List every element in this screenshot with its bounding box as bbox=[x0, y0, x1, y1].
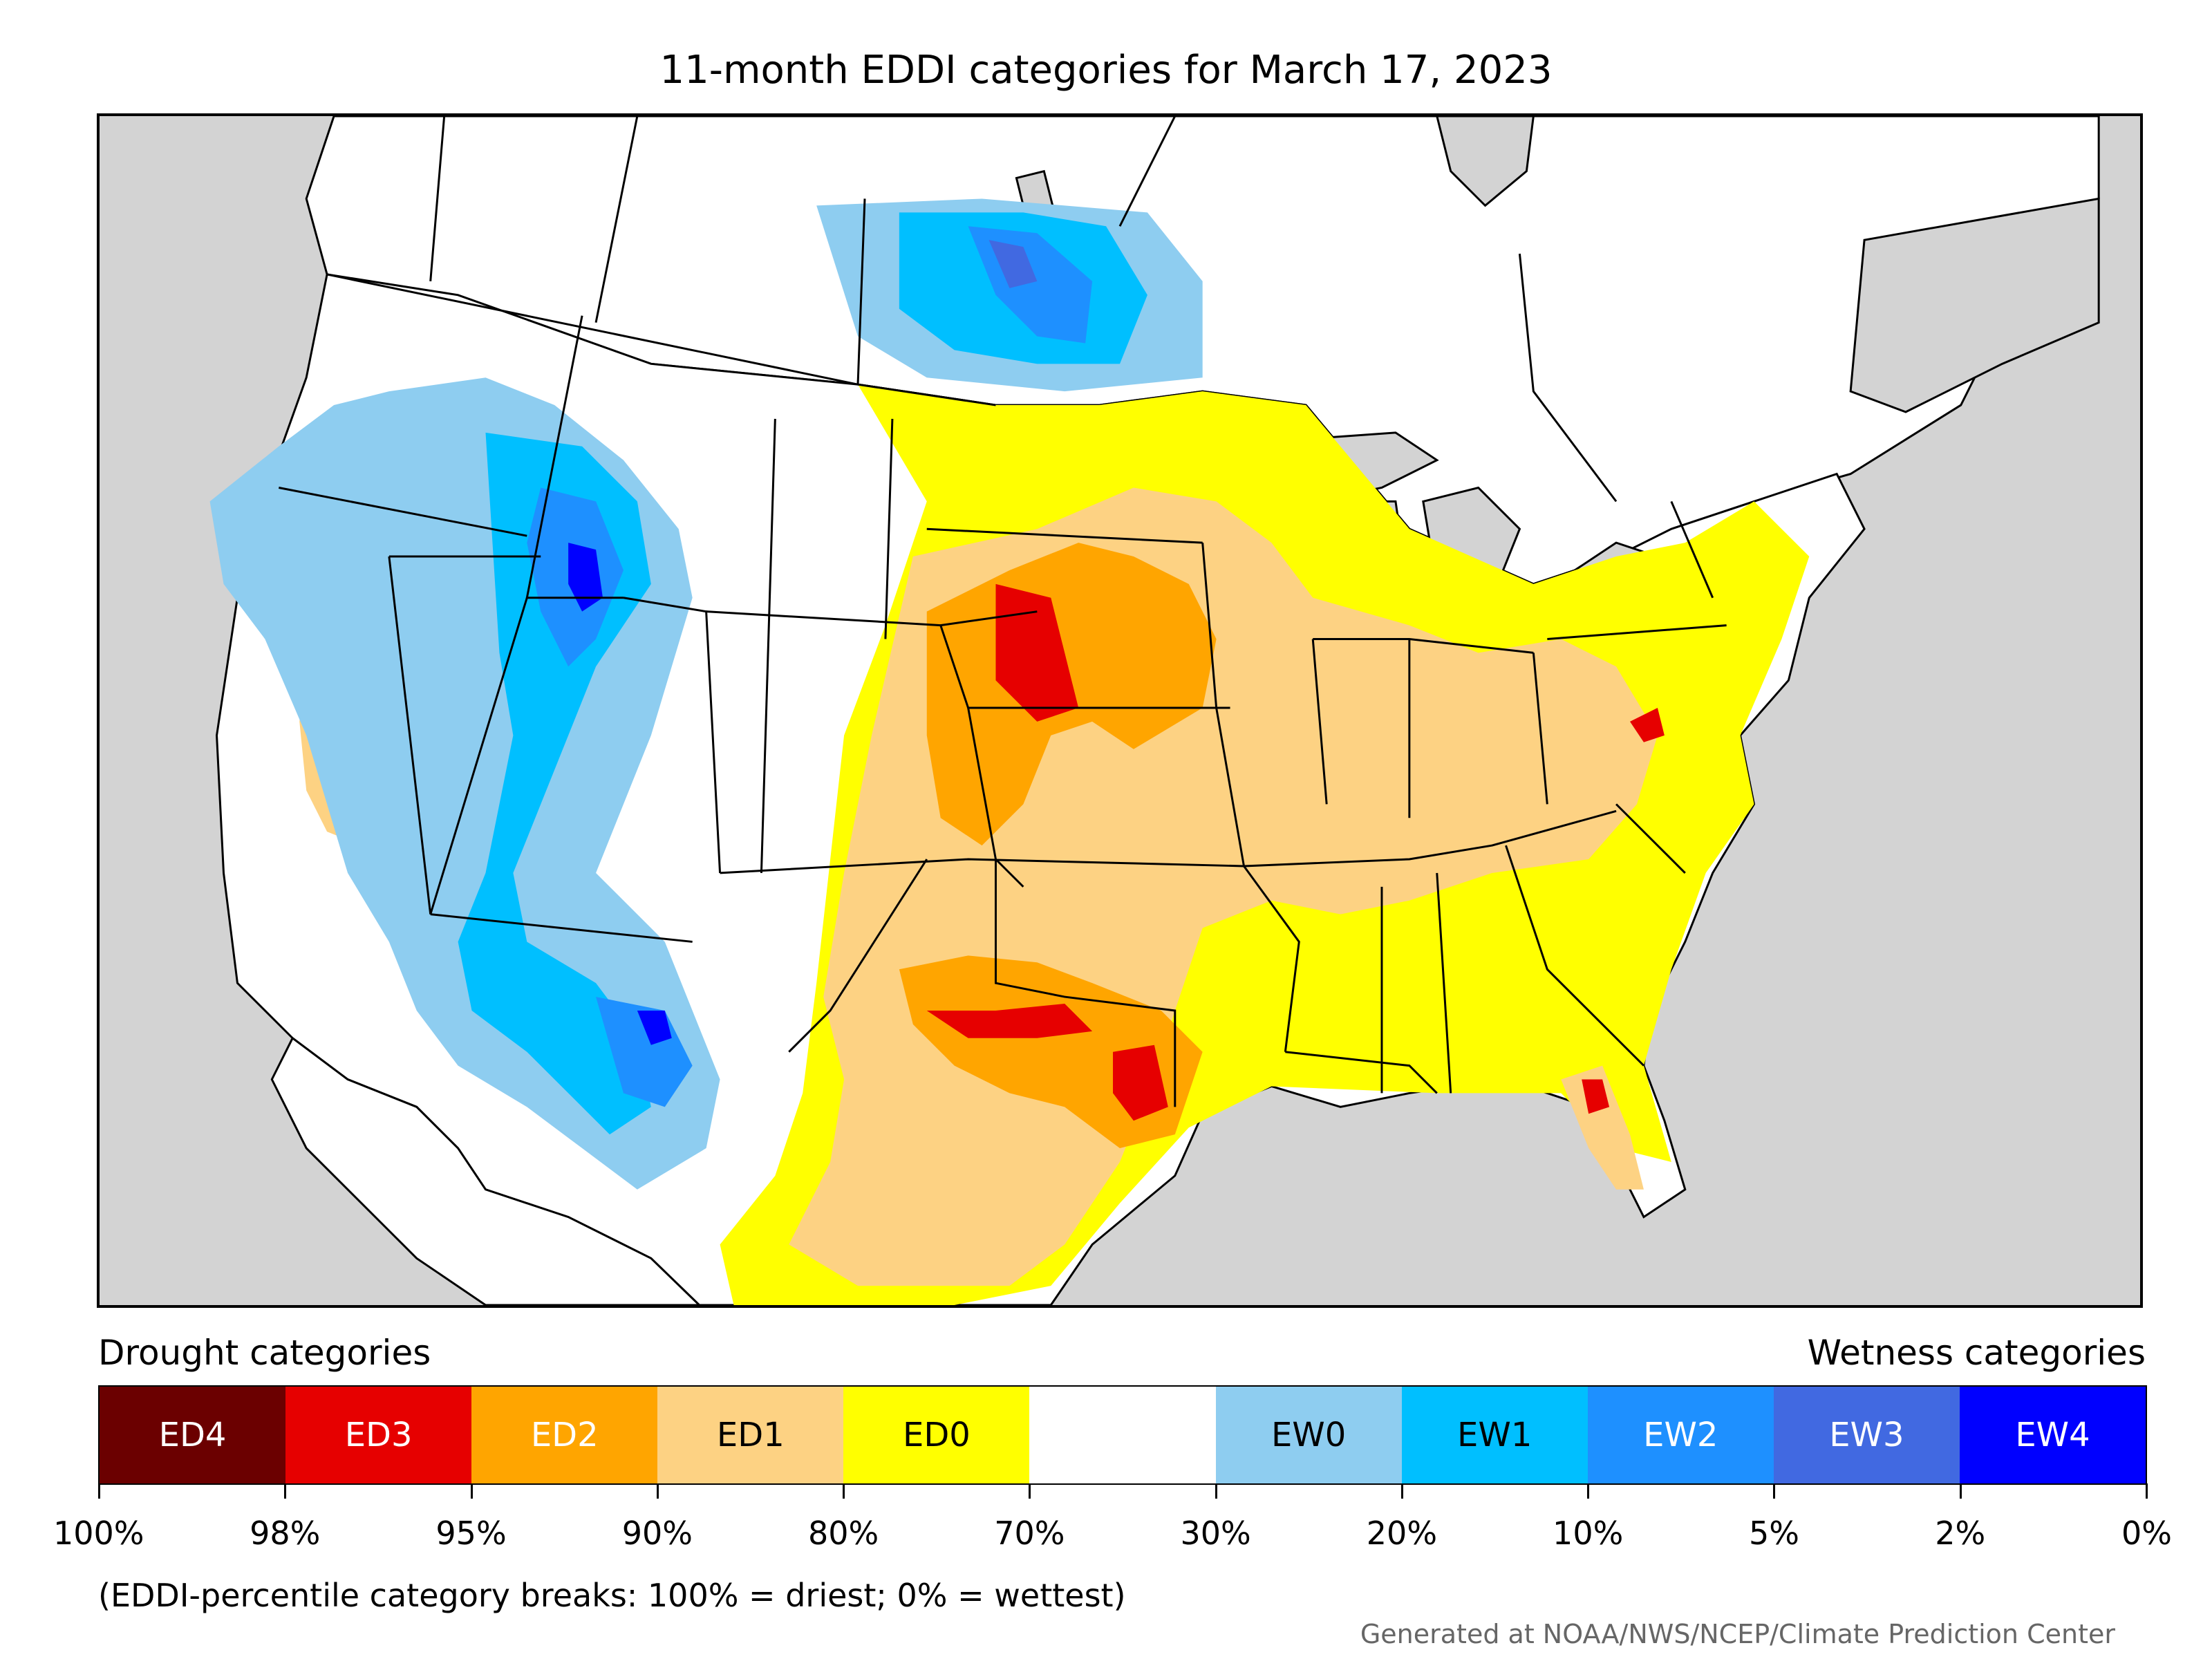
colorbar-cell-ew3: EW3 bbox=[1773, 1387, 1960, 1483]
state-boundaries bbox=[279, 116, 1727, 1107]
colorbar-tick bbox=[98, 1483, 100, 1499]
map-title: 11-month EDDI categories for March 17, 2… bbox=[659, 48, 1553, 93]
colorbar-tick bbox=[1400, 1483, 1403, 1499]
colorbar-tick-label: 2% bbox=[1935, 1515, 1986, 1552]
mexico-land bbox=[270, 1036, 701, 1305]
colorbar-tick bbox=[2146, 1483, 2148, 1499]
eddi-map bbox=[97, 113, 2143, 1308]
colorbar-tick bbox=[1959, 1483, 1962, 1499]
colorbar-cell-ew2: EW2 bbox=[1587, 1387, 1774, 1483]
colorbar-tick bbox=[470, 1483, 473, 1499]
colorbar-tick bbox=[1587, 1483, 1590, 1499]
colorbar-tick bbox=[284, 1483, 287, 1499]
category-colorbar: ED4 ED3 ED2 ED1 ED0 EW0 EW1 EW2 EW3 EW4 bbox=[98, 1385, 2147, 1485]
colorbar-cell-ed2: ED2 bbox=[471, 1387, 658, 1483]
colorbar-tick bbox=[1773, 1483, 1776, 1499]
colorbar-cell-normal bbox=[1029, 1387, 1216, 1483]
colorbar-tick-label: 0% bbox=[2121, 1515, 2172, 1552]
us-map-svg bbox=[209, 116, 2100, 1305]
colorbar-tick-label: 70% bbox=[994, 1515, 1065, 1552]
colorbar-cell-ed1: ED1 bbox=[657, 1387, 844, 1483]
credit-line: Generated at NOAA/NWS/NCEP/Climate Predi… bbox=[1360, 1619, 2115, 1649]
wetness-areas bbox=[209, 198, 1203, 1190]
colorbar-ticks bbox=[98, 1483, 2148, 1500]
wetness-categories-heading: Wetness categories bbox=[1807, 1333, 2146, 1373]
colorbar-tick bbox=[1215, 1483, 1217, 1499]
colorbar-tick-label: 100% bbox=[53, 1515, 144, 1552]
colorbar-tick-label: 20% bbox=[1366, 1515, 1438, 1552]
colorbar-cell-ew1: EW1 bbox=[1401, 1387, 1588, 1483]
colorbar-cell-ew4: EW4 bbox=[1959, 1387, 2146, 1483]
colorbar-cell-ew0: EW0 bbox=[1215, 1387, 1402, 1483]
colorbar-tick-label: 95% bbox=[435, 1515, 507, 1552]
colorbar-tick bbox=[1029, 1483, 1031, 1499]
colorbar-tick-label: 10% bbox=[1553, 1515, 1624, 1552]
colorbar-tick-label: 98% bbox=[250, 1515, 321, 1552]
colorbar-tick-label: 5% bbox=[1748, 1515, 1799, 1552]
colorbar-cell-ed3: ED3 bbox=[285, 1387, 472, 1483]
colorbar-cell-ed4: ED4 bbox=[100, 1387, 286, 1483]
drought-categories-heading: Drought categories bbox=[98, 1333, 431, 1373]
colorbar-tick-label: 90% bbox=[621, 1515, 693, 1552]
colorbar-tick-label: 80% bbox=[807, 1515, 879, 1552]
colorbar-cell-ed0: ED0 bbox=[843, 1387, 1030, 1483]
colorbar-tick bbox=[656, 1483, 659, 1499]
colorbar-tick-label: 30% bbox=[1180, 1515, 1251, 1552]
category-breaks-note: (EDDI-percentile category breaks: 100% =… bbox=[98, 1577, 1126, 1614]
colorbar-tick bbox=[843, 1483, 845, 1499]
